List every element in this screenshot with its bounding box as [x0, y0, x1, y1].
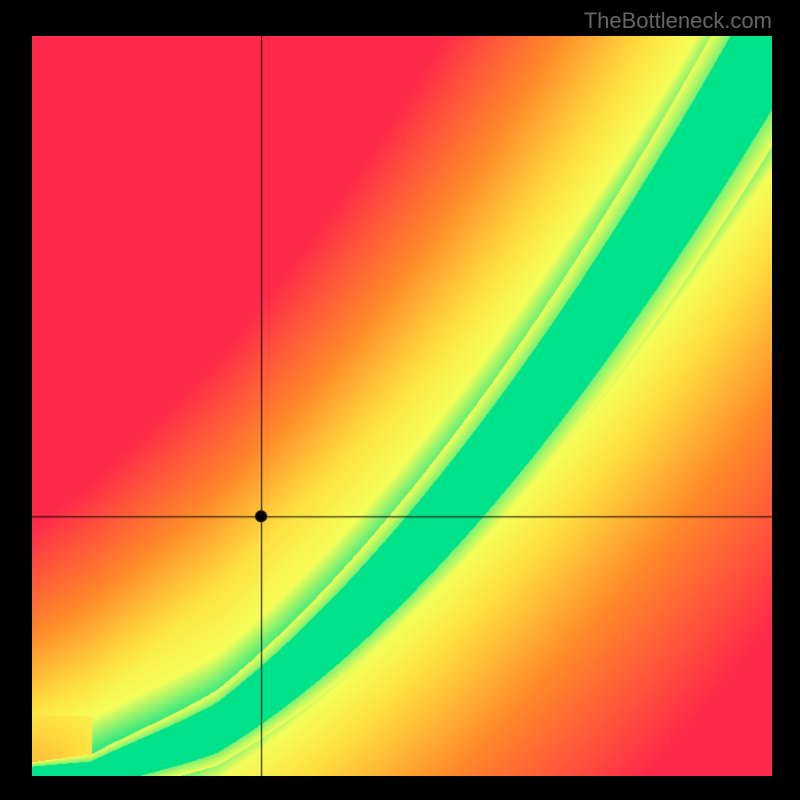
bottleneck-heatmap: [32, 36, 772, 776]
watermark-text: TheBottleneck.com: [584, 8, 772, 34]
